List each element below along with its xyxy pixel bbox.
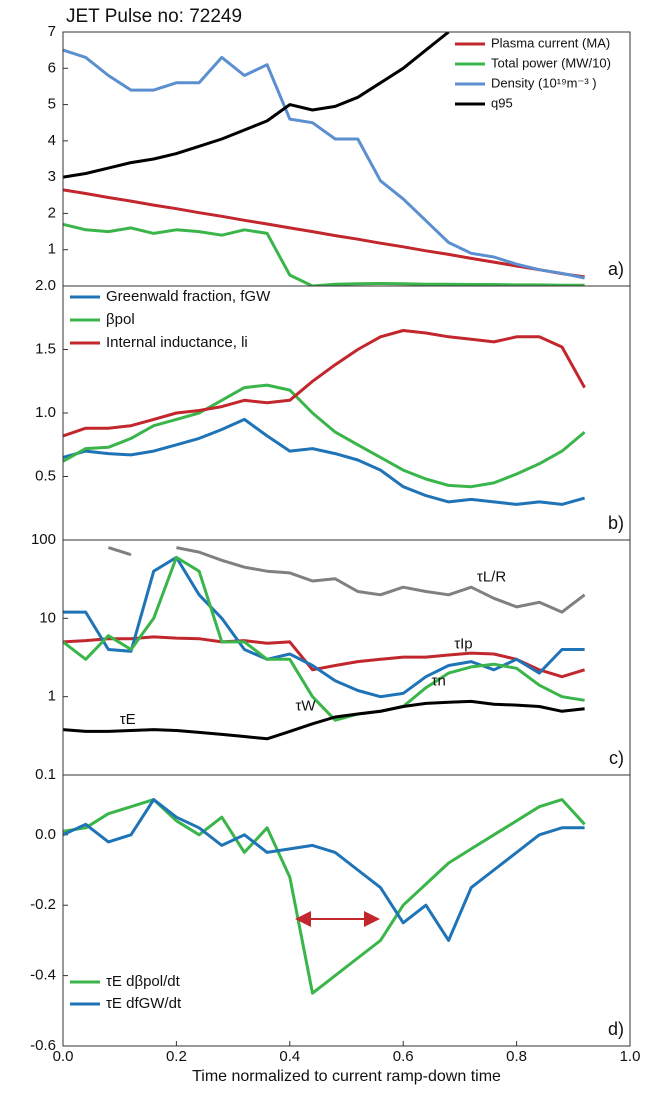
- series-line: [63, 555, 585, 722]
- y-tick-label: 1: [48, 241, 56, 258]
- legend-label: Internal inductance, li: [106, 334, 248, 351]
- x-tick-label: 0.4: [279, 1048, 300, 1065]
- panel-label: c): [609, 748, 624, 768]
- series-line: [63, 417, 586, 506]
- series-line: [63, 32, 450, 179]
- series-label: τn: [432, 673, 446, 690]
- y-tick-label: 100: [31, 531, 56, 548]
- series-line: [63, 699, 585, 741]
- series-line: [63, 222, 585, 286]
- series-group: [63, 329, 586, 506]
- panel-label: a): [608, 259, 624, 279]
- series-line: [63, 555, 585, 699]
- series-line: [63, 188, 585, 279]
- panel-label: d): [608, 1019, 624, 1039]
- series-line: [63, 635, 586, 679]
- x-tick-label: 0.8: [506, 1048, 527, 1065]
- series-line: [63, 798, 586, 995]
- y-tick-label: 2.0: [35, 277, 56, 294]
- y-tick-label: 1.0: [35, 404, 56, 421]
- plot-frame: [62, 774, 631, 1047]
- x-tick-label: 0.2: [166, 1048, 187, 1065]
- legend-label: Density (10¹⁹m⁻³ ): [491, 75, 597, 90]
- series-line: [63, 329, 586, 438]
- y-tick-label: -0.6: [30, 1037, 56, 1054]
- y-tick-label: 0.5: [35, 467, 56, 484]
- y-tick-label: 2: [48, 204, 56, 221]
- legend-label: q95: [491, 95, 513, 110]
- series-line: [63, 383, 586, 489]
- series-label: τL/R: [477, 569, 506, 586]
- series-group: [63, 798, 586, 995]
- legend-label: τE dβpol/dt: [106, 973, 181, 990]
- y-tick-label: 0.0: [35, 826, 56, 843]
- series-group: [63, 546, 586, 741]
- legend-label: Plasma current (MA): [491, 35, 610, 50]
- series-label: τE: [120, 711, 136, 728]
- y-tick-label: 5: [48, 96, 56, 113]
- y-tick-label: 1.5: [35, 340, 56, 357]
- plot-frame: [62, 539, 631, 776]
- legend-label: βpol: [106, 311, 135, 328]
- legend-label: Total power (MW/10): [491, 55, 611, 70]
- series-line: [107, 546, 586, 614]
- panel-label: b): [608, 513, 624, 533]
- y-tick-label: -0.2: [30, 896, 56, 913]
- x-tick-label: 0.0: [53, 1048, 74, 1065]
- x-tick-label: 0.6: [393, 1048, 414, 1065]
- y-tick-label: -0.4: [30, 967, 56, 984]
- y-tick-label: 4: [48, 132, 56, 149]
- x-axis-label: Time normalized to current ramp-down tim…: [192, 1068, 501, 1085]
- y-tick-label: 0.1: [35, 766, 56, 783]
- y-tick-label: 3: [48, 168, 56, 185]
- series-line: [63, 798, 585, 942]
- y-tick-label: 10: [39, 609, 56, 626]
- series-label: τW: [295, 697, 316, 714]
- series-label: τIp: [454, 636, 472, 653]
- series-group: [63, 32, 585, 286]
- y-tick-label: 6: [48, 59, 56, 76]
- legend-label: Greenwald fraction, fGW: [106, 288, 271, 305]
- chart-title: JET Pulse no: 72249: [66, 6, 242, 27]
- series-line: [63, 48, 585, 280]
- legend-label: τE dfGW/dt: [106, 995, 182, 1012]
- x-tick-label: 1.0: [620, 1048, 641, 1065]
- y-tick-label: 1: [48, 688, 56, 705]
- y-tick-label: 7: [48, 23, 56, 40]
